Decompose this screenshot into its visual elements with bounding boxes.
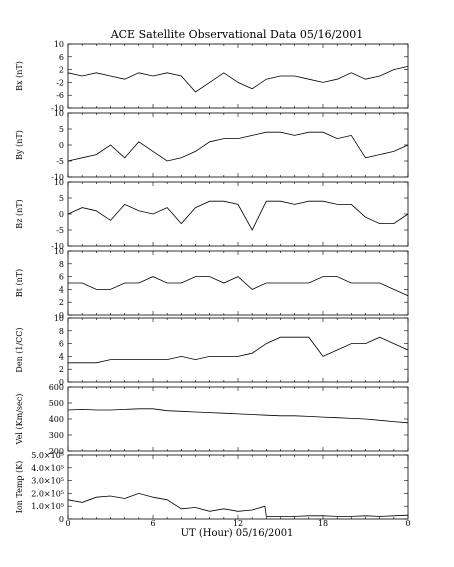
x-tick-labels: 0 6 12 18 0 [65, 519, 410, 528]
y-tick-label: -5 [56, 226, 64, 235]
panel-frame [67, 317, 409, 383]
series-line-0 [67, 66, 409, 93]
series-line-0 [67, 408, 409, 424]
panel-frame [67, 454, 409, 520]
series-line-0 [67, 492, 409, 517]
y-tick-label: 2 [59, 66, 64, 75]
y-tick-label: 3.0×10⁵ [31, 477, 64, 486]
y-axis-label: Bt (nT) [15, 269, 24, 297]
y-tick-label: 5 [59, 194, 64, 203]
y-tick-label: 4.0×10⁵ [31, 464, 64, 473]
y-tick-label: 8 [59, 260, 64, 269]
y-tick-label: 1.0×10⁵ [31, 502, 64, 511]
y-tick-label: 5 [59, 125, 64, 134]
x-tick-label: 0 [405, 519, 410, 528]
x-tick-label: 12 [233, 519, 243, 528]
y-tick-label: 600 [49, 383, 64, 392]
panel-frame [67, 181, 409, 247]
y-tick-label: 6 [59, 340, 64, 349]
series-line-0 [67, 131, 409, 162]
panel-frame [67, 43, 409, 109]
y-tick-label: 10 [54, 178, 64, 187]
panel-6: 5.0×10⁵ 4.0×10⁵ 3.0×10⁵ 2.0×10⁵ 1.0×10⁵ 0 Ion … [15, 451, 409, 524]
y-tick-label: -10 [51, 173, 64, 182]
y-tick-label: 400 [49, 415, 64, 424]
y-tick-label: -10 [51, 242, 64, 251]
y-tick-label: 300 [49, 431, 64, 440]
y-axis-label: Vel (Km/sec) [15, 394, 24, 446]
series-line-0 [68, 276, 409, 297]
y-axis-label: Den (1/CC) [15, 327, 24, 372]
panel-1: 10 5 0 -5 -10 By (nT) [15, 109, 409, 182]
series-line-0 [68, 336, 409, 364]
y-axis-label: By (nT) [15, 130, 24, 160]
y-tick-label: 6 [59, 273, 64, 282]
y-axis-label: Bx (nT) [15, 61, 24, 91]
panel-4: 10 8 6 4 2 0 Den (1/CC) [15, 314, 409, 387]
series-line-0 [67, 200, 409, 231]
y-tick-label: 10 [54, 314, 64, 323]
y-axis-label: Ion Temp (K) [15, 461, 24, 514]
panel-3: 10 8 6 4 2 0 Bt (nT) [15, 247, 409, 320]
x-axis-label: UT (Hour) 05/16/2001 [181, 528, 294, 539]
y-tick-label: 0 [59, 515, 64, 524]
x-tick-label: 6 [150, 519, 155, 528]
y-tick-label: -10 [51, 104, 64, 113]
y-tick-label: 2 [59, 298, 64, 307]
y-tick-label: 500 [49, 399, 64, 408]
x-tick-label: 18 [318, 519, 328, 528]
y-tick-label: 8 [59, 327, 64, 336]
x-tick-label: 0 [65, 519, 70, 528]
panel-5: 600 500 400 300 200 Vel (Km/sec) [15, 383, 409, 456]
y-tick-label: 0 [59, 378, 64, 387]
y-tick-label: 0 [59, 311, 64, 320]
y-tick-label: 6 [59, 53, 64, 62]
y-tick-label: 0 [59, 141, 64, 150]
y-tick-label: -6 [56, 91, 64, 100]
y-tick-label: 10 [54, 40, 64, 49]
panel-0: 10 6 2 -2 -6 -10 Bx (nT) [15, 40, 409, 113]
y-tick-label: 10 [54, 247, 64, 256]
panels: 10 6 2 -2 -6 -10 Bx (nT) 10 5 0 -5 -10 By (nT) 10 5 0 -5… [15, 40, 409, 524]
y-tick-label: 2.0×10⁵ [31, 489, 64, 498]
y-axis-label: Bz (nT) [15, 199, 24, 228]
y-tick-label: 200 [49, 447, 64, 456]
y-tick-label: -5 [56, 157, 64, 166]
y-tick-label: 4 [59, 352, 64, 361]
y-tick-label: 4 [59, 285, 64, 294]
y-tick-label: 5.0×10⁵ [31, 451, 64, 460]
chart-title: ACE Satellite Observational Data 05/16/2… [110, 28, 364, 41]
y-tick-label: 10 [54, 109, 64, 118]
y-tick-label: 0 [59, 210, 64, 219]
y-tick-label: 2 [59, 365, 64, 374]
panel-2: 10 5 0 -5 -10 Bz (nT) [15, 178, 409, 251]
y-tick-label: -2 [56, 78, 64, 87]
